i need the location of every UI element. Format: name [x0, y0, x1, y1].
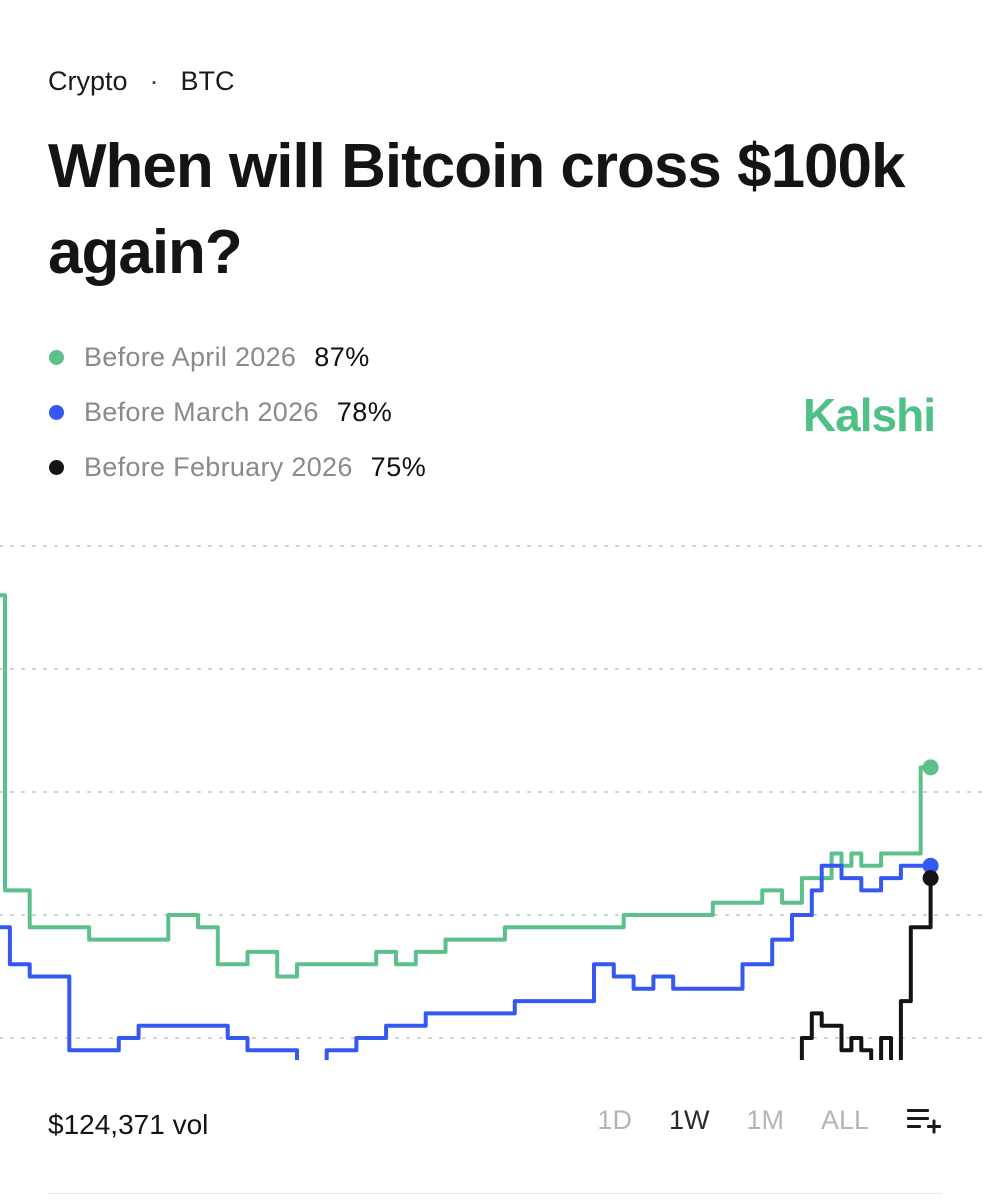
breadcrumb-category[interactable]: Crypto: [48, 66, 128, 96]
legend-label: Before February 2026: [84, 452, 353, 482]
legend-dot-icon: [49, 405, 64, 420]
legend-item-february[interactable]: Before February 2026 75%: [48, 440, 426, 495]
legend-item-april[interactable]: Before April 2026 87%: [48, 330, 426, 385]
time-range-selector: 1D 1W 1M ALL: [560, 1105, 942, 1136]
legend-dot-icon: [49, 350, 64, 365]
range-1w[interactable]: 1W: [668, 1105, 710, 1135]
breadcrumb: Crypto · BTC: [48, 66, 235, 97]
legend-dot-icon: [49, 460, 64, 475]
kalshi-logo: Kalshi: [802, 389, 936, 441]
legend-label: Before April 2026: [84, 342, 297, 372]
series-endpoint-before-february-2026: [922, 870, 939, 887]
series-endpoint-before-april-2026: [922, 759, 939, 776]
series-line-before-february-2026[interactable]: [0, 878, 933, 1060]
breadcrumb-ticker[interactable]: BTC: [180, 66, 235, 96]
divider: [48, 1193, 942, 1194]
range-all[interactable]: ALL: [820, 1105, 869, 1135]
legend-value: 87%: [314, 342, 370, 372]
legend-value: 75%: [370, 452, 427, 482]
series-line-before-april-2026[interactable]: [0, 593, 931, 979]
price-chart[interactable]: [0, 520, 990, 1060]
breadcrumb-separator: ·: [149, 66, 159, 96]
legend-label: Before March 2026: [84, 397, 319, 427]
range-1m[interactable]: 1M: [746, 1105, 784, 1135]
list-add-icon[interactable]: [906, 1106, 942, 1136]
series-line-before-march-2026[interactable]: [0, 863, 931, 1060]
range-1d[interactable]: 1D: [597, 1105, 632, 1135]
volume-label: $124,371 vol: [48, 1109, 209, 1140]
series-endpoint-before-march-2026: [922, 857, 939, 874]
legend-value: 78%: [336, 397, 393, 427]
legend-item-march[interactable]: Before March 2026 78%: [48, 385, 426, 440]
chart-legend: Before April 2026 87% Before March 2026 …: [48, 330, 426, 495]
page-title: When will Bitcoin cross $100k again?: [48, 132, 906, 287]
